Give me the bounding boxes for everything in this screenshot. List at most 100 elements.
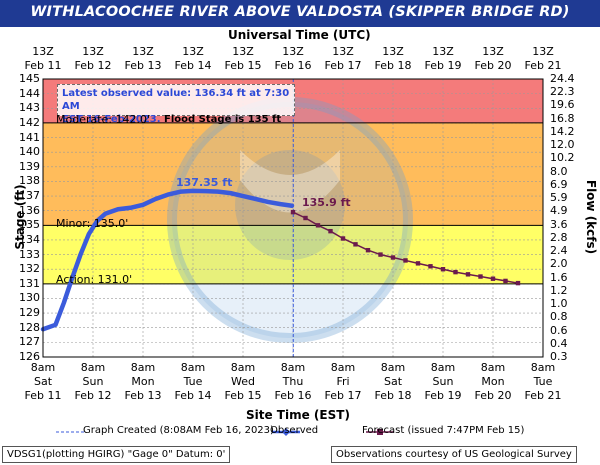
top-axis-title: Universal Time (UTC) — [228, 28, 371, 42]
top-date-label: Feb 17 — [324, 59, 362, 72]
left-tick-label: 142 — [19, 115, 40, 129]
left-tick-label: 133 — [19, 247, 40, 261]
bottom-time-label: 8am — [180, 361, 206, 374]
bottom-date-label: Feb 14 — [174, 389, 212, 402]
bottom-date-label: Feb 16 — [274, 389, 312, 402]
bottom-time-label: 8am — [230, 361, 256, 374]
top-date-label: Feb 14 — [174, 59, 212, 72]
right-tick-label: 0.8 — [550, 310, 568, 324]
top-tick-label: 13Z — [532, 45, 554, 58]
top-tick-label: 13Z — [182, 45, 204, 58]
bottom-day-label: Sun — [82, 375, 104, 388]
forecast-point — [403, 258, 408, 263]
right-tick-label: 0.3 — [550, 350, 568, 363]
bottom-date-label: Feb 20 — [474, 389, 512, 402]
bottom-time-label: 8am — [380, 361, 406, 374]
forecast-point — [478, 274, 483, 279]
right-tick-label: 16.8 — [550, 111, 575, 125]
top-tick-label: 13Z — [232, 45, 254, 58]
latest-value-box: Latest observed value: 136.34 ft at 7:30… — [57, 84, 295, 125]
right-tick-label: 1.0 — [550, 297, 568, 311]
plot-frame — [42, 78, 544, 358]
top-date-label: Feb 12 — [74, 59, 112, 72]
bottom-day-label: Thu — [282, 375, 304, 388]
top-date-label: Feb 19 — [424, 59, 462, 72]
forecast-point — [378, 252, 383, 257]
flood-stage-lines — [43, 79, 543, 357]
top-tick-label: 13Z — [332, 45, 354, 58]
bottom-day-label: Mon — [131, 375, 155, 388]
left-tick-label: 135 — [19, 218, 40, 232]
chart-title: WITHLACOOCHEE RIVER ABOVE VALDOSTA (SKIP… — [30, 4, 570, 20]
left-tick-label: 144 — [19, 86, 40, 100]
bottom-day-label: Wed — [231, 375, 255, 388]
info-line-2a: EST 16-Feb-2023. — [62, 114, 161, 125]
top-date-label: Feb 21 — [524, 59, 562, 72]
forecast-point — [365, 247, 371, 253]
bottom-day-label: Sat — [383, 375, 403, 388]
right-tick-label: 2.0 — [550, 257, 568, 271]
bottom-time-label: 8am — [280, 361, 306, 374]
left-tick-label: 134 — [19, 232, 40, 246]
left-tick-label: 136 — [19, 203, 40, 217]
action-label: Action: 131.0' — [56, 273, 133, 286]
footer-datum: VDSG1(plotting HGIRG) "Gage 0" Datum: 0' — [2, 446, 231, 463]
right-tick-label: 1.6 — [550, 270, 568, 284]
bottom-date-label: Feb 11 — [24, 389, 62, 402]
right-tick-label: 6.9 — [550, 177, 568, 191]
top-date-label: Feb 13 — [124, 59, 162, 72]
observed-line — [40, 188, 295, 332]
bottom-time-label: 8am — [480, 361, 506, 374]
right-tick-label: 5.9 — [550, 191, 568, 205]
forecast-point — [440, 267, 446, 272]
bottom-time-label: 8am — [130, 361, 156, 374]
forecast-point — [453, 269, 458, 275]
legend-forecast: Forecast (issued 7:47PM Feb 15) — [362, 425, 525, 436]
bottom-day-label: Mon — [481, 375, 505, 388]
left-tick-label: 138 — [19, 174, 40, 188]
bottom-time-label: 8am — [330, 361, 356, 374]
left-tick-label: 145 — [19, 72, 40, 85]
left-tick-label: 132 — [19, 262, 40, 276]
bottom-time-label: 8am — [30, 361, 56, 374]
right-tick-label: 19.6 — [550, 98, 575, 112]
bottom-date-label: Feb 13 — [124, 389, 162, 402]
forecast-point — [415, 261, 421, 266]
forecast-point — [503, 278, 508, 284]
left-tick-label: 137 — [19, 189, 40, 203]
top-date-label: Feb 18 — [374, 59, 412, 72]
forecast-point — [328, 228, 333, 234]
bottom-day-label: Tue — [183, 375, 203, 388]
left-tick-label: 141 — [19, 130, 40, 144]
top-tick-label: 13Z — [132, 45, 154, 58]
forecast-point — [428, 264, 433, 269]
bottom-date-label: Feb 12 — [74, 389, 112, 402]
left-tick-label: 126 — [19, 350, 40, 363]
left-tick-label: 140 — [19, 145, 40, 159]
info-line-2b: Flood Stage is 135 ft — [160, 114, 282, 125]
top-date-label: Feb 15 — [224, 59, 262, 72]
forecast-point — [515, 280, 521, 286]
bottom-date-label: Feb 19 — [424, 389, 462, 402]
moderate-label: Moderate: 142.0' — [56, 113, 151, 126]
footer-credit: Observations courtesy of US Geological S… — [331, 446, 577, 463]
bottom-date-label: Feb 18 — [374, 389, 412, 402]
top-tick-label: 13Z — [82, 45, 104, 58]
forecast-point — [490, 276, 496, 281]
right-tick-label: 8.0 — [550, 164, 568, 178]
title-bar: WITHLACOOCHEE RIVER ABOVE VALDOSTA (SKIP… — [0, 0, 600, 27]
peak-label: 137.35 ft — [176, 176, 233, 189]
info-line-1: Latest observed value: 136.34 ft at 7:30… — [62, 88, 290, 112]
top-date-label: Feb 20 — [474, 59, 512, 72]
bottom-date-label: Feb 15 — [224, 389, 262, 402]
top-tick-label: 13Z — [282, 45, 304, 58]
left-tick-label: 127 — [19, 335, 40, 349]
top-tick-label: 13Z — [482, 45, 504, 58]
right-tick-label: 0.6 — [550, 323, 568, 337]
bottom-date-label: Feb 17 — [324, 389, 362, 402]
right-tick-label: 14.2 — [550, 124, 575, 138]
series-group — [40, 188, 521, 332]
forecast-point — [465, 272, 471, 277]
